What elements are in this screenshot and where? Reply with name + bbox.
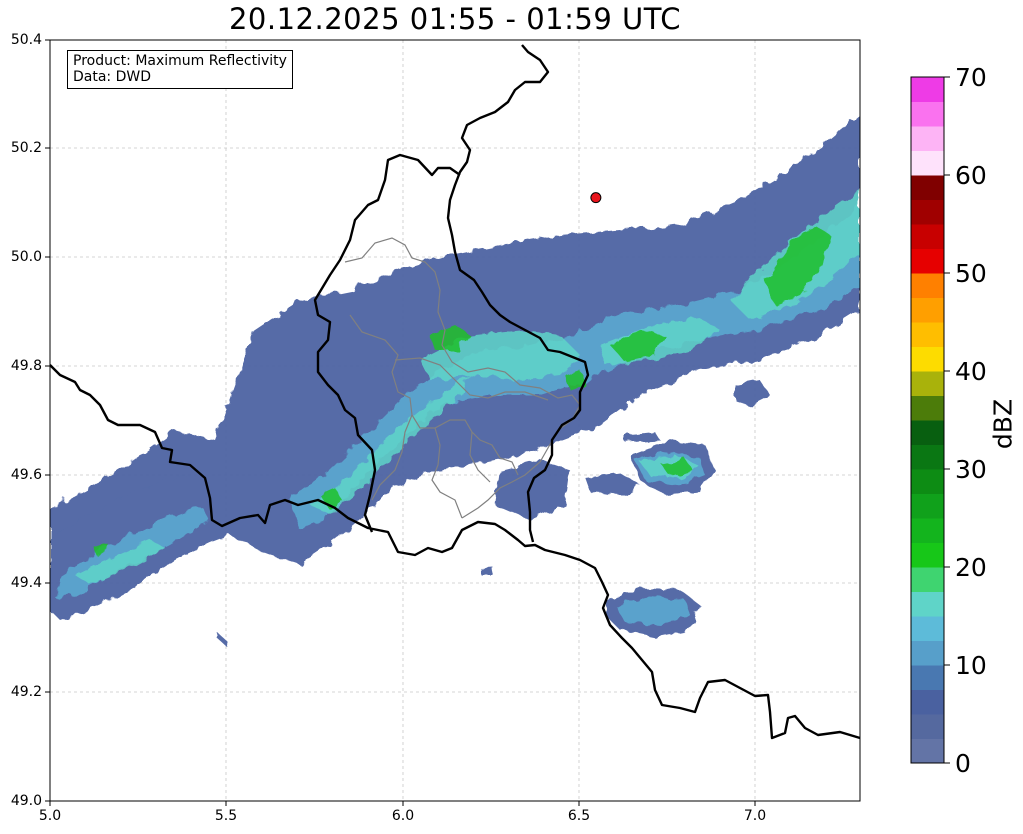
colorbar-tick-label: 40 — [955, 357, 987, 386]
colorbar-label: dBZ — [988, 398, 1018, 450]
colorbar-segment — [911, 297, 944, 323]
x-tick-label: 5.5 — [214, 808, 238, 824]
x-tick-label: 6.0 — [391, 808, 415, 824]
colorbar-segment — [911, 444, 944, 470]
location-marker — [590, 192, 602, 204]
colorbar-segment — [911, 346, 944, 372]
colorbar-segment — [911, 224, 944, 249]
colorbar-segment — [911, 542, 944, 568]
colorbar-segment — [911, 518, 944, 543]
info-box: Product: Maximum Reflectivity Data: DWD — [67, 50, 293, 89]
colorbar-segment — [911, 273, 944, 298]
y-tick-label: 50.0 — [10, 249, 42, 265]
colorbar-segment — [911, 395, 944, 421]
colorbar-segment — [911, 420, 944, 445]
region-borders — [344, 237, 581, 519]
national-borders — [49, 44, 861, 740]
colorbar-segment — [911, 322, 944, 347]
colorbar-segment — [911, 665, 944, 690]
colorbar-segment — [911, 248, 944, 274]
y-tick-label: 49.6 — [10, 467, 42, 483]
colorbar-tick-label: 70 — [955, 63, 987, 92]
colorbar-segment — [911, 714, 944, 739]
colorbar — [911, 77, 944, 764]
colorbar-segment — [911, 738, 944, 764]
colorbar-segment — [911, 77, 944, 102]
colorbar-segment — [911, 689, 944, 715]
colorbar-tick-label: 30 — [955, 455, 987, 484]
colorbar-ticks — [944, 76, 950, 764]
y-tick-label: 49.2 — [10, 684, 42, 700]
radar-echoes — [50, 115, 860, 646]
colorbar-tick-label: 20 — [955, 553, 987, 582]
y-tick-label: 49.4 — [10, 575, 42, 591]
colorbar-segment — [911, 493, 944, 519]
colorbar-segment — [911, 150, 944, 176]
x-tick-label: 6.5 — [567, 808, 591, 824]
colorbar-segment — [911, 126, 944, 151]
colorbar-tick-label: 50 — [955, 259, 987, 288]
colorbar-segment — [911, 469, 944, 494]
colorbar-tick-label: 60 — [955, 161, 987, 190]
info-product: Product: Maximum Reflectivity — [73, 53, 287, 69]
colorbar-segment — [911, 371, 944, 396]
colorbar-frame — [910, 76, 945, 764]
map-frame — [49, 39, 861, 802]
colorbar-segment — [911, 591, 944, 617]
colorbar-segment — [911, 616, 944, 641]
colorbar-segment — [911, 101, 944, 127]
x-tick-label: 7.0 — [743, 808, 767, 824]
info-data: Data: DWD — [73, 69, 151, 85]
colorbar-segment — [911, 175, 944, 200]
colorbar-segment — [911, 640, 944, 666]
x-tick-label: 5.0 — [38, 808, 62, 824]
y-tick-label: 49.8 — [10, 358, 42, 374]
y-tick-label: 50.4 — [10, 32, 42, 48]
axis-ticks — [45, 39, 756, 806]
map-title: 20.12.2025 01:55 - 01:59 UTC — [228, 2, 682, 36]
colorbar-tick-label: 10 — [955, 651, 987, 680]
y-tick-label: 49.0 — [10, 793, 42, 809]
colorbar-segment — [911, 199, 944, 225]
colorbar-segment — [911, 567, 944, 592]
y-tick-label: 50.2 — [10, 140, 42, 156]
colorbar-tick-label: 0 — [955, 749, 971, 778]
